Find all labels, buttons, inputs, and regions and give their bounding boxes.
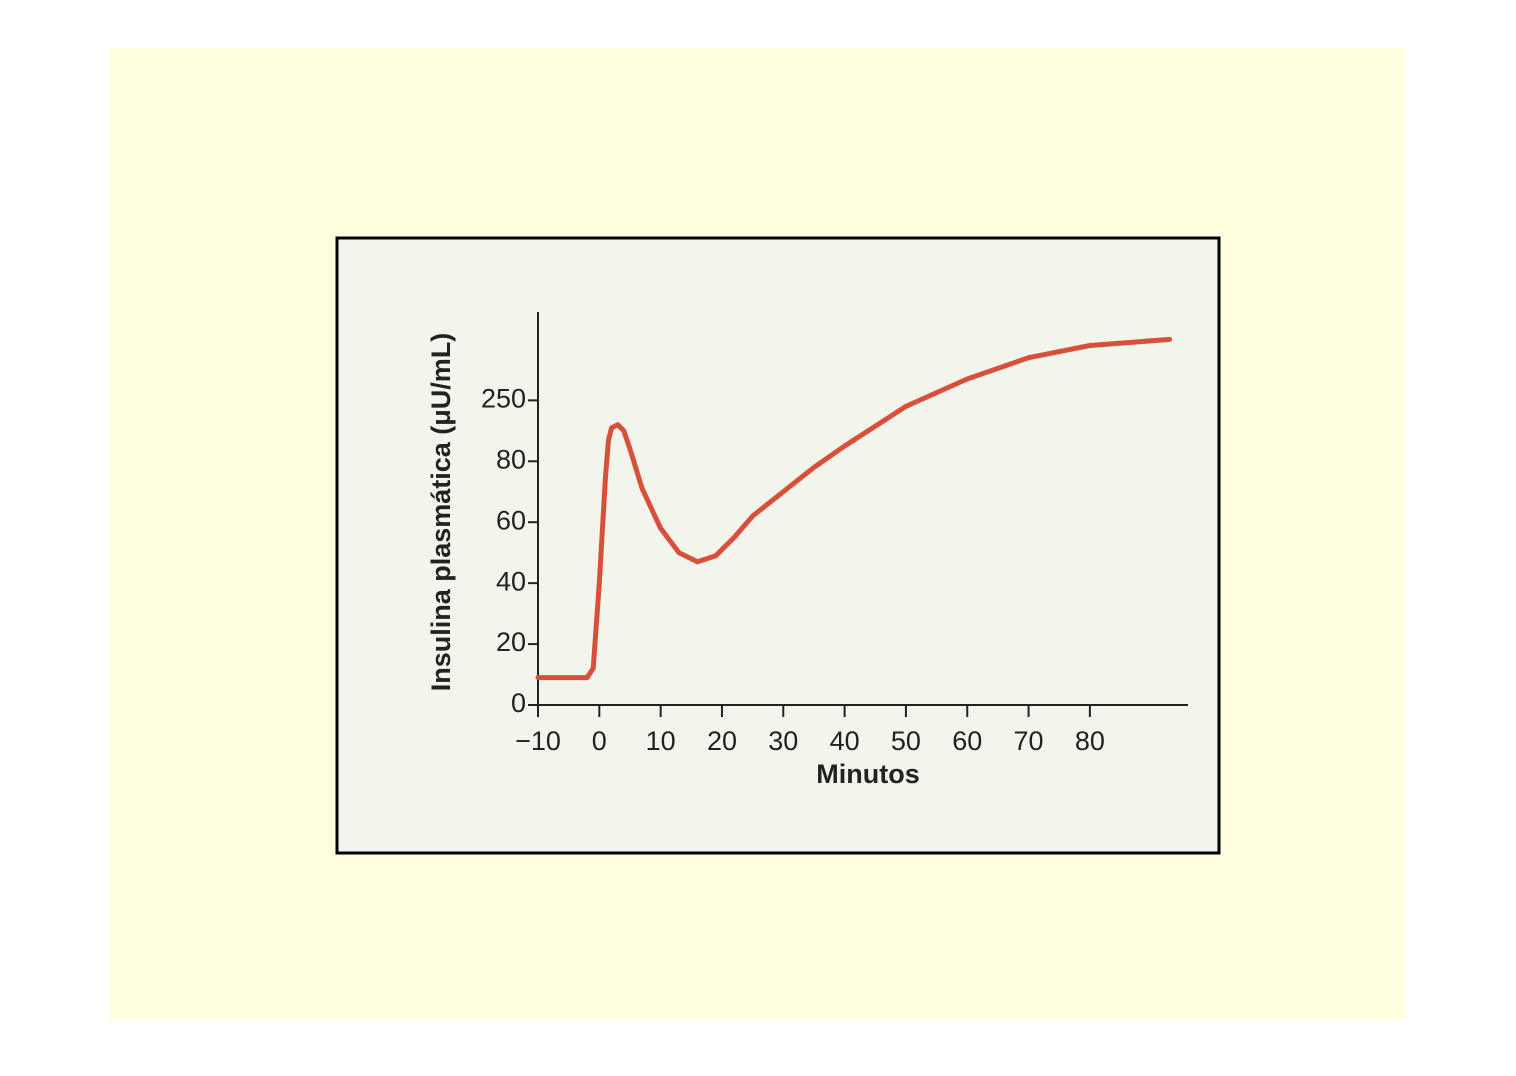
x-tick-label: 70 <box>1014 726 1044 756</box>
y-axis-title: Insulina plasmática (μU/mL) <box>426 333 456 692</box>
x-tick-label: 40 <box>830 726 860 756</box>
x-tick-label: 20 <box>707 726 737 756</box>
x-tick-label: 50 <box>891 726 921 756</box>
chart-frame <box>335 236 1221 855</box>
x-tick-label: 30 <box>768 726 798 756</box>
x-tick-label: 80 <box>1075 726 1105 756</box>
x-tick-label: 0 <box>592 726 607 756</box>
y-tick-label: 60 <box>496 505 526 535</box>
y-tick-label: 20 <box>496 627 526 657</box>
x-axis-title: Minutos <box>816 759 919 789</box>
plot-area: 0 20 40 60 80 250 −10 0 10 20 30 40 50 60 70 80 <box>481 312 1188 756</box>
y-tick-label: 250 <box>481 383 526 413</box>
x-tick-label: −10 <box>515 726 561 756</box>
x-tick-label: 60 <box>952 726 982 756</box>
y-tick-label: 40 <box>496 566 526 596</box>
x-tick-label: 10 <box>646 726 676 756</box>
y-tick-label: 0 <box>511 688 526 718</box>
data-line <box>535 336 1173 681</box>
y-tick-label: 80 <box>496 444 526 474</box>
